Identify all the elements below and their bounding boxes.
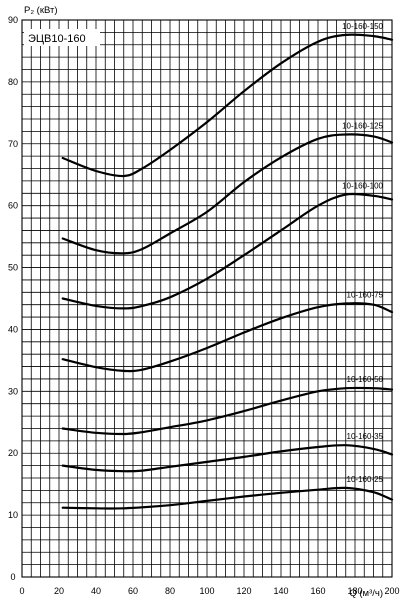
- x-tick-label: 60: [128, 586, 138, 596]
- y-tick-label: 50: [8, 263, 18, 273]
- x-axis-label: Q (м³/ч): [349, 588, 383, 599]
- y-tick-label: 40: [8, 324, 18, 334]
- series-line: [61, 133, 394, 255]
- series-label: 10-160-100: [342, 182, 383, 191]
- chart-title-box: [24, 29, 100, 46]
- y-axis-label: P₂ (кВт): [24, 5, 58, 16]
- chart-grid: [22, 20, 392, 577]
- series-label: 10-160-50: [347, 375, 384, 384]
- y-tick-label: 30: [8, 386, 18, 396]
- chart-title: ЭЦВ10-160: [28, 33, 86, 45]
- x-tick-label: 200: [384, 586, 399, 596]
- series-label: 10-160-25: [347, 475, 384, 484]
- y-tick-label: 10: [8, 510, 18, 520]
- series-label: 10-160-75: [347, 290, 384, 299]
- series-curves: [61, 33, 394, 510]
- series-line: [61, 386, 394, 436]
- plot-frame: [21, 19, 393, 578]
- x-tick-label: 0: [19, 586, 24, 596]
- y-tick-label: 20: [8, 448, 18, 458]
- series-line: [61, 444, 394, 473]
- x-tick-label: 180: [347, 586, 362, 596]
- series-line: [61, 192, 394, 310]
- x-tick-label: 140: [273, 586, 288, 596]
- y-tick-label: 0: [10, 572, 15, 582]
- series-line: [61, 302, 394, 373]
- series-label: 10-160-35: [347, 432, 384, 441]
- x-tick-label: 100: [199, 586, 214, 596]
- x-tick-label: 80: [165, 586, 175, 596]
- x-tick-label: 160: [310, 586, 325, 596]
- y-tick-label: 70: [8, 139, 18, 149]
- series-label: 10-160-125: [342, 121, 383, 130]
- y-tick-label: 60: [8, 201, 18, 211]
- x-tick-label: 20: [54, 586, 64, 596]
- y-tick-label: 90: [8, 15, 18, 25]
- tick-labels: 0 20 40 60 80 100 120 140 160 180 200 0 10 20 30 40 50 60…: [8, 15, 400, 596]
- x-tick-label: 40: [91, 586, 101, 596]
- y-tick-label: 80: [8, 77, 18, 87]
- x-tick-label: 120: [236, 586, 251, 596]
- series-labels: 10-160-150 10-160-125 10-160-100 10-160-75 1…: [342, 22, 383, 484]
- series-line: [61, 486, 394, 510]
- series-label: 10-160-150: [342, 22, 383, 31]
- series-line: [61, 33, 394, 178]
